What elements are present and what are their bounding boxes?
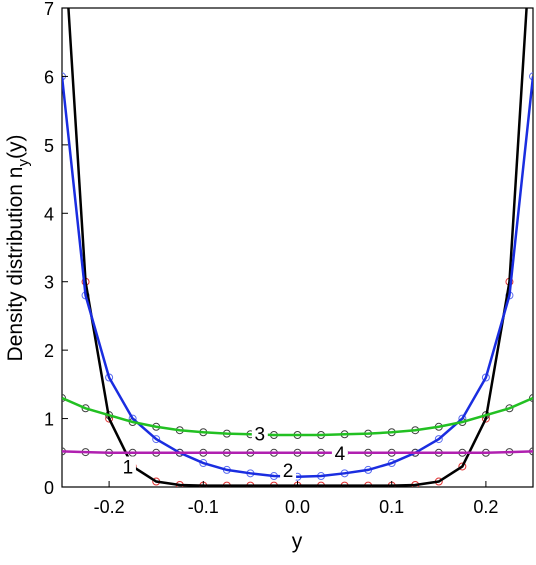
curve-label: 2: [283, 461, 294, 482]
x-tick-label: -0.1: [188, 497, 219, 517]
y-tick-label: 7: [44, 0, 54, 19]
x-axis-label: y: [292, 530, 303, 553]
y-tick-label: 4: [44, 204, 54, 224]
fit-line: [62, 0, 533, 486]
fit-line: [62, 451, 533, 452]
y-axis-label: Density distribution ny(y): [4, 135, 32, 362]
x-tick-label: 0.2: [473, 497, 498, 517]
y-tick-label: 3: [44, 273, 54, 293]
y-tick-label: 6: [44, 67, 54, 87]
x-tick-label: -0.2: [94, 497, 125, 517]
fit-line: [62, 76, 533, 476]
plot-area: [59, 0, 536, 489]
x-tick-label: 0.1: [379, 497, 404, 517]
curve-label: 4: [335, 444, 346, 465]
y-label-main: Density distribution n: [4, 167, 27, 362]
curve-label: 3: [255, 425, 266, 446]
curve-label: 1: [123, 457, 134, 478]
y-label-end: (y): [4, 135, 27, 160]
y-tick-label: 2: [44, 341, 54, 361]
x-tick-label: 0.0: [285, 497, 310, 517]
y-tick-label: 1: [44, 410, 54, 430]
y-tick-label: 5: [44, 136, 54, 156]
y-tick-label: 0: [44, 478, 54, 498]
